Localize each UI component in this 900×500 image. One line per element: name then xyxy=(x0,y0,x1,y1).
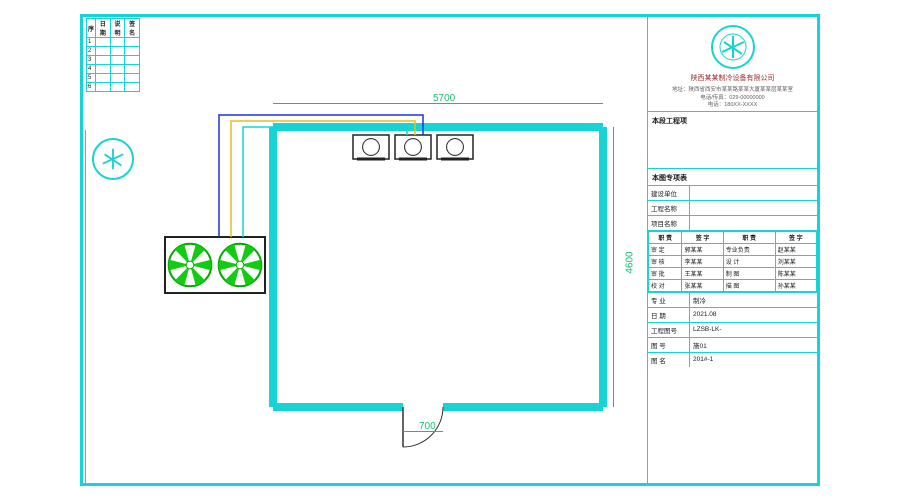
telephone: 电话：180XX-XXXX xyxy=(652,102,813,109)
revision-strip: 序日期说明签名123456 xyxy=(86,18,140,128)
meta-value: 201#-1 xyxy=(690,354,817,365)
info-value xyxy=(690,221,817,225)
signature-table: 职 责签 字职 责签 字审 定郭某某专业负责赵某某审 核李某某设 计刘某某审 批… xyxy=(648,231,817,292)
company-name: 陕西某某制冷设备有限公司 xyxy=(648,73,817,85)
meta-value: LZSB-LK- xyxy=(690,324,817,335)
meta-value: 施01 xyxy=(690,338,817,352)
meta-value: 2021.08 xyxy=(690,309,817,320)
meta-label: 专 业 xyxy=(648,293,690,307)
binding-margin xyxy=(80,130,86,486)
siteworks-title: 本段工程项 xyxy=(648,112,817,128)
info-label: 工程名称 xyxy=(648,201,690,215)
meta-label: 图 名 xyxy=(648,353,690,367)
info-row: 工程名称 xyxy=(648,200,817,215)
meta-row: 图 号施01 xyxy=(648,337,817,352)
meta-row: 日 期2021.08 xyxy=(648,307,817,322)
drawing-info-title: 本图专项表 xyxy=(648,169,817,185)
company-logo xyxy=(711,25,755,69)
info-value xyxy=(690,206,817,210)
drawing-sheet: 57004600700 陕西某某制冷设备有限公司 地址：陕西省西安市某某路某某大… xyxy=(80,14,820,486)
meta-row: 图 名201#-1 xyxy=(648,352,817,367)
meta-row: 专 业制冷 xyxy=(648,292,817,307)
info-row: 项目名称 xyxy=(648,215,817,230)
info-value xyxy=(690,191,817,195)
meta-label: 图 号 xyxy=(648,338,690,352)
title-block: 陕西某某制冷设备有限公司 地址：陕西省西安市某某路某某大厦某某层某某室 电话/传… xyxy=(647,17,817,483)
floor-plan: 57004600700 xyxy=(123,87,613,447)
info-label: 项目名称 xyxy=(648,216,690,230)
addr-line2: 电话/传真：029-00000000 xyxy=(652,95,813,102)
meta-label: 日 期 xyxy=(648,308,690,322)
info-label: 建设单位 xyxy=(648,186,690,200)
meta-value: 制冷 xyxy=(690,293,817,307)
dimension-label: 4600 xyxy=(625,251,636,273)
addr-line1: 地址：陕西省西安市某某路某某大厦某某层某某室 xyxy=(652,87,813,94)
drawing-area: 57004600700 xyxy=(83,17,653,483)
company-address: 地址：陕西省西安市某某路某某大厦某某层某某室 电话/传真：029-0000000… xyxy=(648,85,817,110)
meta-label: 工程图号 xyxy=(648,323,690,337)
info-row: 建设单位 xyxy=(648,185,817,200)
meta-row: 工程图号LZSB-LK- xyxy=(648,322,817,337)
logo-stamp xyxy=(92,138,134,180)
